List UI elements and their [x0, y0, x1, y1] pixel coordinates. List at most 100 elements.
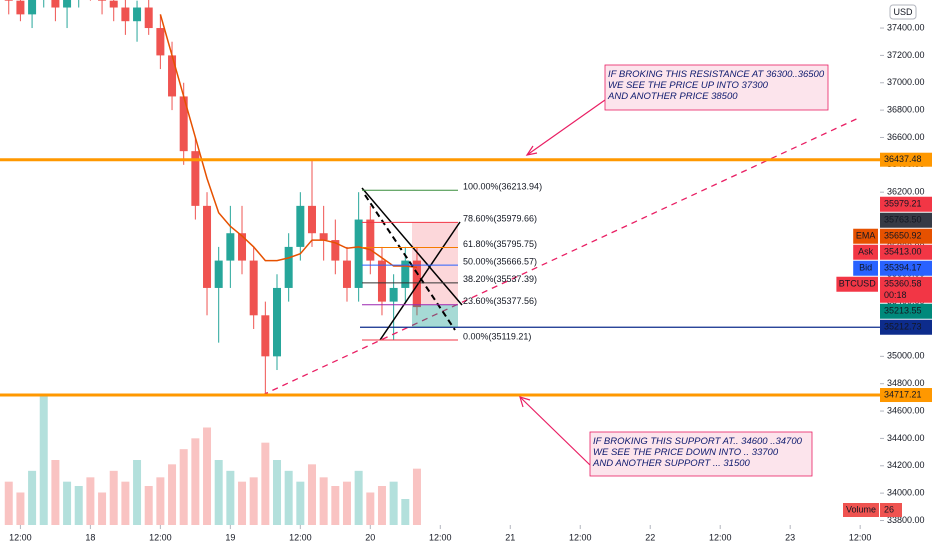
candle-body — [342, 260, 351, 288]
x-tick-label: 12:00 — [9, 532, 32, 542]
x-tick-label: 19 — [225, 532, 235, 542]
volume-bar — [377, 486, 386, 525]
x-tick-label: 12:00 — [709, 532, 732, 542]
volume-value-box — [880, 503, 902, 517]
price-label-box — [880, 260, 932, 276]
annotation-text: WE SEE THE PRICE UP INTO 37300 — [608, 80, 769, 91]
volume-bar — [86, 477, 95, 525]
volume-bar — [144, 486, 153, 525]
candle-body — [261, 315, 270, 357]
x-tick-label: 20 — [365, 532, 375, 542]
price-label: 35360.58 — [884, 279, 922, 289]
volume-tag-box — [843, 503, 879, 517]
level-label-box — [880, 388, 932, 403]
candle-body — [296, 205, 305, 247]
drawing-tools — [361, 99, 606, 466]
price-label: 35394.17 — [884, 263, 922, 273]
y-tick-label: 36600.00 — [887, 132, 925, 142]
annotation-text: IF BROKING THIS SUPPORT AT.. 34600 ..347… — [593, 436, 803, 447]
candle-body — [63, 0, 72, 8]
price-tag-box — [853, 228, 878, 244]
price-label: 35213.55 — [884, 306, 922, 316]
price-layer — [0, 0, 880, 397]
arrow-head — [519, 396, 531, 408]
volume-bar — [214, 460, 223, 525]
candle-body — [98, 0, 107, 1]
volume-bar — [366, 492, 375, 525]
annotation-text: AND ANOTHER PRICE 38500 — [607, 91, 738, 102]
candle-body — [16, 0, 25, 15]
volume-value: 26 — [884, 504, 894, 514]
price-tag: BTCUSD — [839, 279, 877, 289]
candle-body — [307, 205, 316, 234]
price-label-box — [880, 228, 932, 244]
candle-body — [28, 0, 37, 15]
candle-body — [191, 151, 200, 206]
x-tick-label: 12:00 — [289, 532, 312, 542]
volume-bar — [389, 481, 398, 525]
volume-bar — [203, 427, 212, 525]
volume-bar — [342, 481, 351, 525]
annotations: IF BROKING THIS RESISTANCE AT 36300..365… — [589, 64, 829, 477]
candle-body — [273, 287, 282, 357]
candle-body — [401, 260, 410, 288]
fib-label: 0.00%(35119.21) — [463, 331, 531, 341]
candle-body — [249, 260, 258, 316]
volume-bar — [307, 464, 316, 525]
volume-bar — [191, 438, 200, 525]
y-tick-label: 37400.00 — [887, 22, 925, 32]
candle-body — [284, 246, 293, 288]
price-tag: Ask — [858, 247, 874, 257]
annotation-box — [589, 431, 813, 477]
volume-layer — [4, 395, 421, 525]
candle-body — [121, 7, 130, 22]
volume-bar — [319, 477, 328, 525]
x-tick-label: 12:00 — [849, 532, 872, 542]
countdown: 00:18 — [884, 290, 907, 300]
volume-bar — [109, 470, 118, 525]
price-tag-box — [853, 260, 878, 276]
price-label: 35979.21 — [884, 199, 922, 209]
fib-label: 100.00%(36213.94) — [463, 182, 542, 192]
candle-body — [203, 205, 212, 288]
projection-line — [364, 194, 456, 331]
axes: 37400.00 37200.00 37000.00 36800.00 36600.00… — [9, 22, 932, 542]
x-tick-label: 12:00 — [149, 532, 172, 542]
volume-bar — [226, 470, 235, 525]
x-tick-label: 12:00 — [429, 532, 452, 542]
arrow-head — [525, 145, 538, 156]
fib-label: 61.80%(35795.75) — [463, 239, 537, 249]
x-tick-label: 21 — [505, 532, 515, 542]
currency-box — [889, 4, 917, 20]
candle-body — [133, 7, 142, 22]
price-label-box — [880, 212, 932, 228]
candle-body — [226, 233, 235, 261]
candle-body — [179, 96, 188, 152]
price-label-box — [880, 196, 932, 212]
volume-bar — [238, 481, 247, 525]
y-tick-label: 36800.00 — [887, 104, 925, 114]
y-tick-label: 34000.00 — [887, 488, 925, 498]
annotation-text: IF BROKING THIS RESISTANCE AT 36300..365… — [608, 69, 825, 80]
price-label: 35650.92 — [884, 231, 922, 241]
price-tag-box — [836, 276, 878, 292]
price-tag: EMA — [856, 231, 876, 241]
volume-bar — [261, 442, 270, 525]
ema-line — [159, 14, 418, 269]
volume-bar — [4, 481, 13, 525]
y-tick-label: 34800.00 — [887, 378, 925, 388]
fan-line — [379, 221, 461, 341]
fib-layer: 100.00%(36213.94) 78.60%(35979.66) 61.80%(… — [362, 182, 542, 341]
y-tick-label: 36200.00 — [887, 187, 925, 197]
volume-bar — [74, 486, 83, 525]
currency: USD — [893, 7, 913, 17]
volume-bar — [284, 470, 293, 525]
volume-bar — [401, 499, 410, 525]
candle-body — [354, 219, 363, 288]
y-tick-label: 37000.00 — [887, 77, 925, 87]
price-tag: Bid — [859, 263, 872, 273]
candle-body — [238, 233, 247, 261]
candle-body — [51, 0, 60, 8]
price-label: 35763.50 — [884, 215, 922, 225]
volume-bar — [16, 492, 25, 525]
